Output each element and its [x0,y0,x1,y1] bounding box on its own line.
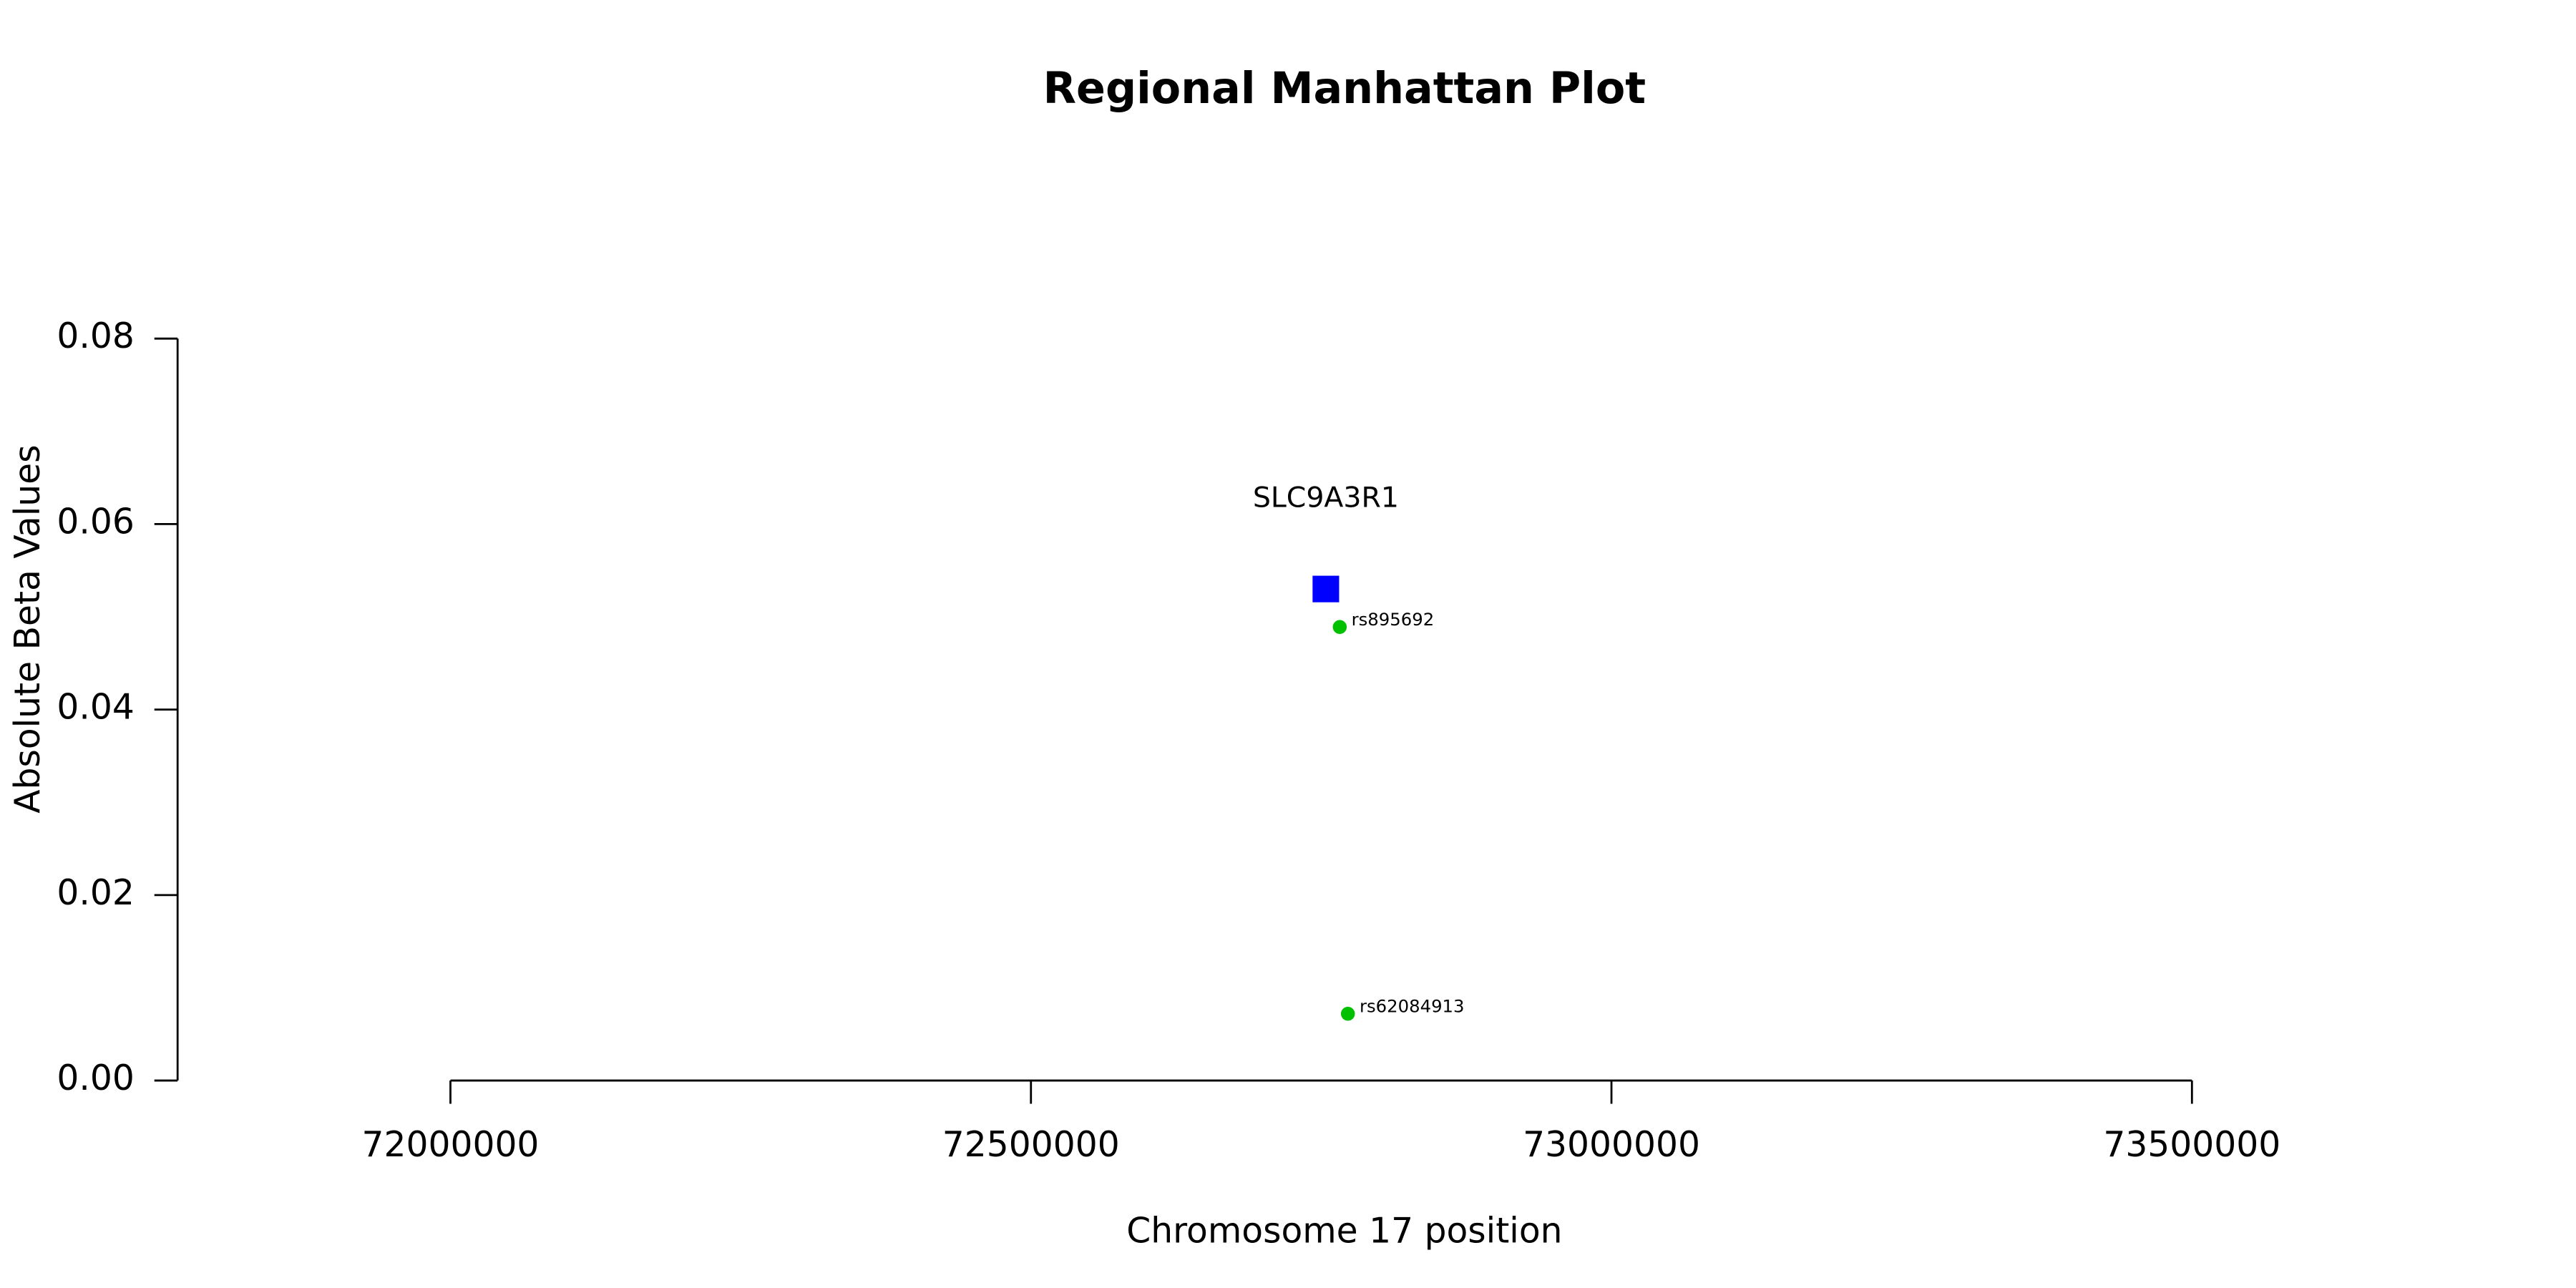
point-label: SLC9A3R1 [1253,481,1399,514]
point-label: rs62084913 [1360,995,1465,1016]
y-tick-label: 0.04 [57,688,134,728]
y-tick-label: 0.00 [57,1058,134,1098]
point-label: rs895692 [1352,609,1435,630]
point [1340,1006,1355,1021]
x-tick-label: 72000000 [362,1125,540,1165]
chart-title: Regional Manhattan Plot [1043,64,1646,114]
point [1332,620,1347,635]
x-tick-label: 73000000 [1523,1125,1700,1165]
y-axis-label: Absolute Beta Values [8,444,48,813]
y-tick-label: 0.06 [57,502,134,542]
point [1312,575,1340,602]
x-tick-label: 72500000 [942,1125,1120,1165]
y-tick-label: 0.08 [57,316,134,356]
y-tick-label: 0.02 [57,873,134,913]
x-axis-label: Chromosome 17 position [1126,1211,1562,1251]
x-tick-label: 73500000 [2103,1125,2280,1165]
